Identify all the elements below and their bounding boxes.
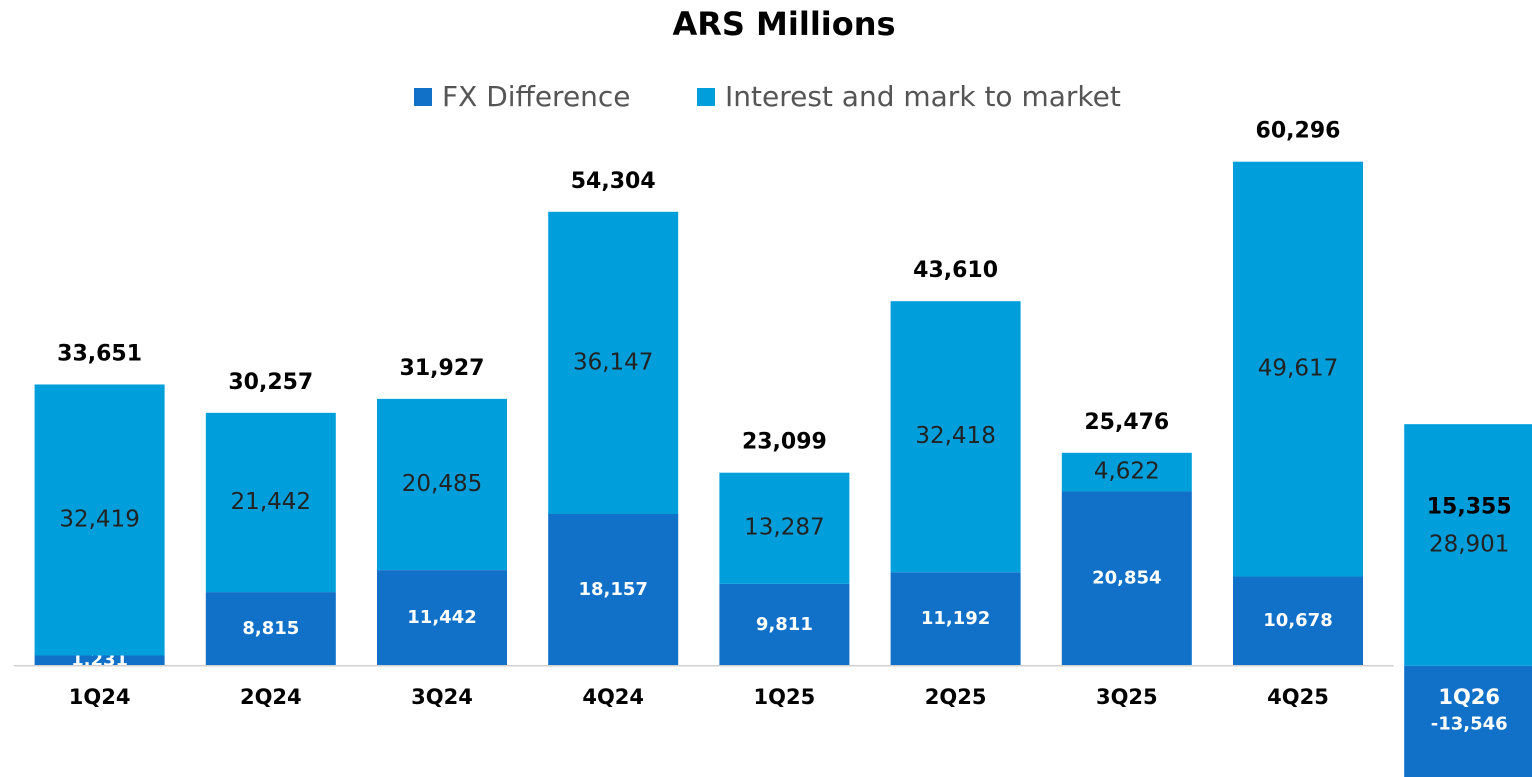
bar-segment — [890, 572, 1021, 666]
data-label: 4,622 — [1094, 459, 1160, 485]
data-label: 8,815 — [242, 618, 299, 639]
x-tick-label: 2Q24 — [240, 685, 302, 709]
bar-segment — [719, 583, 850, 666]
total-label: 31,927 — [400, 356, 485, 381]
legend-swatch — [697, 88, 715, 106]
bar-segment — [1404, 424, 1532, 666]
x-tick-label: 3Q25 — [1096, 685, 1158, 709]
data-label: 32,418 — [915, 423, 995, 449]
total-label: 23,099 — [742, 430, 827, 455]
total-label: 54,304 — [571, 169, 656, 194]
total-label: 43,610 — [913, 258, 998, 283]
bar-segment — [377, 570, 507, 666]
data-label: 20,485 — [402, 471, 482, 497]
x-tick-label: 1Q24 — [69, 685, 131, 709]
bar-segment — [719, 472, 850, 584]
data-label: 20,854 — [1092, 568, 1161, 589]
bar-segment — [34, 655, 165, 666]
bar-segment — [205, 592, 336, 666]
bar-segment — [1061, 491, 1192, 666]
data-label: 10,678 — [1263, 610, 1332, 631]
total-label: 33,651 — [57, 341, 142, 366]
data-label: 21,442 — [231, 489, 311, 515]
x-tick-label: 4Q24 — [582, 685, 644, 709]
chart-title: ARS Millions — [672, 5, 895, 43]
data-label: 49,617 — [1258, 356, 1338, 382]
bar-segment — [548, 211, 679, 514]
bar-segment — [377, 398, 507, 571]
bar-segment — [548, 513, 679, 666]
bar-segment — [205, 412, 336, 593]
total-label: 60,296 — [1256, 119, 1341, 144]
legend-swatch — [414, 88, 432, 106]
x-tick-label: 1Q25 — [754, 685, 816, 709]
data-label: 13,287 — [744, 515, 824, 541]
data-label: -13,546 — [1431, 713, 1508, 734]
data-label: 9,811 — [756, 614, 813, 635]
data-label: 11,192 — [921, 608, 990, 629]
data-label: 32,419 — [59, 506, 139, 532]
x-tick-label: 4Q25 — [1267, 685, 1329, 709]
data-label: 36,147 — [573, 349, 653, 375]
bar-segment — [1404, 665, 1532, 777]
total-label: 15,355 — [1427, 494, 1512, 519]
x-tick-label: 3Q24 — [411, 685, 473, 709]
data-label: 11,442 — [407, 607, 476, 628]
bar-segment — [890, 301, 1021, 573]
bar-segment — [34, 384, 165, 656]
total-label: 25,476 — [1084, 410, 1169, 435]
total-label: 30,257 — [228, 370, 313, 395]
legend-label: Interest and mark to market — [725, 80, 1121, 113]
data-label: 18,157 — [578, 579, 647, 600]
legend-label: FX Difference — [442, 80, 631, 113]
bar-segment — [1233, 161, 1363, 577]
bar-segment — [1061, 452, 1192, 492]
x-tick-label: 2Q25 — [925, 685, 987, 709]
bar-segment — [1233, 576, 1363, 666]
data-label: 28,901 — [1429, 531, 1509, 557]
x-tick-label: 1Q26 — [1438, 685, 1500, 709]
